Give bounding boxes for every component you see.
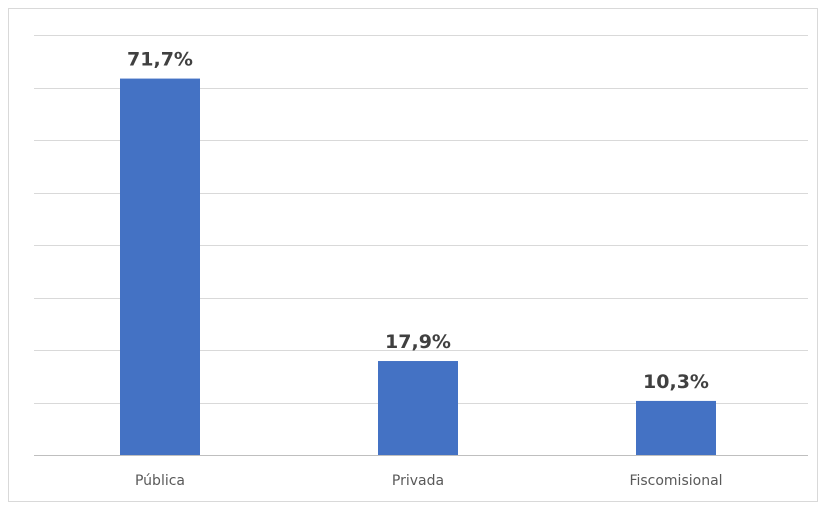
bar-pública: [120, 78, 200, 455]
x-tick-label: Pública: [135, 473, 185, 489]
data-label: 17,9%: [385, 331, 451, 353]
x-tick-label: Fiscomisional: [629, 473, 722, 489]
data-label: 10,3%: [643, 371, 709, 393]
bar-fiscomisional: [636, 400, 716, 455]
bar-privada: [378, 361, 458, 455]
data-label: 71,7%: [127, 49, 193, 71]
x-tick-label: Privada: [392, 473, 444, 489]
